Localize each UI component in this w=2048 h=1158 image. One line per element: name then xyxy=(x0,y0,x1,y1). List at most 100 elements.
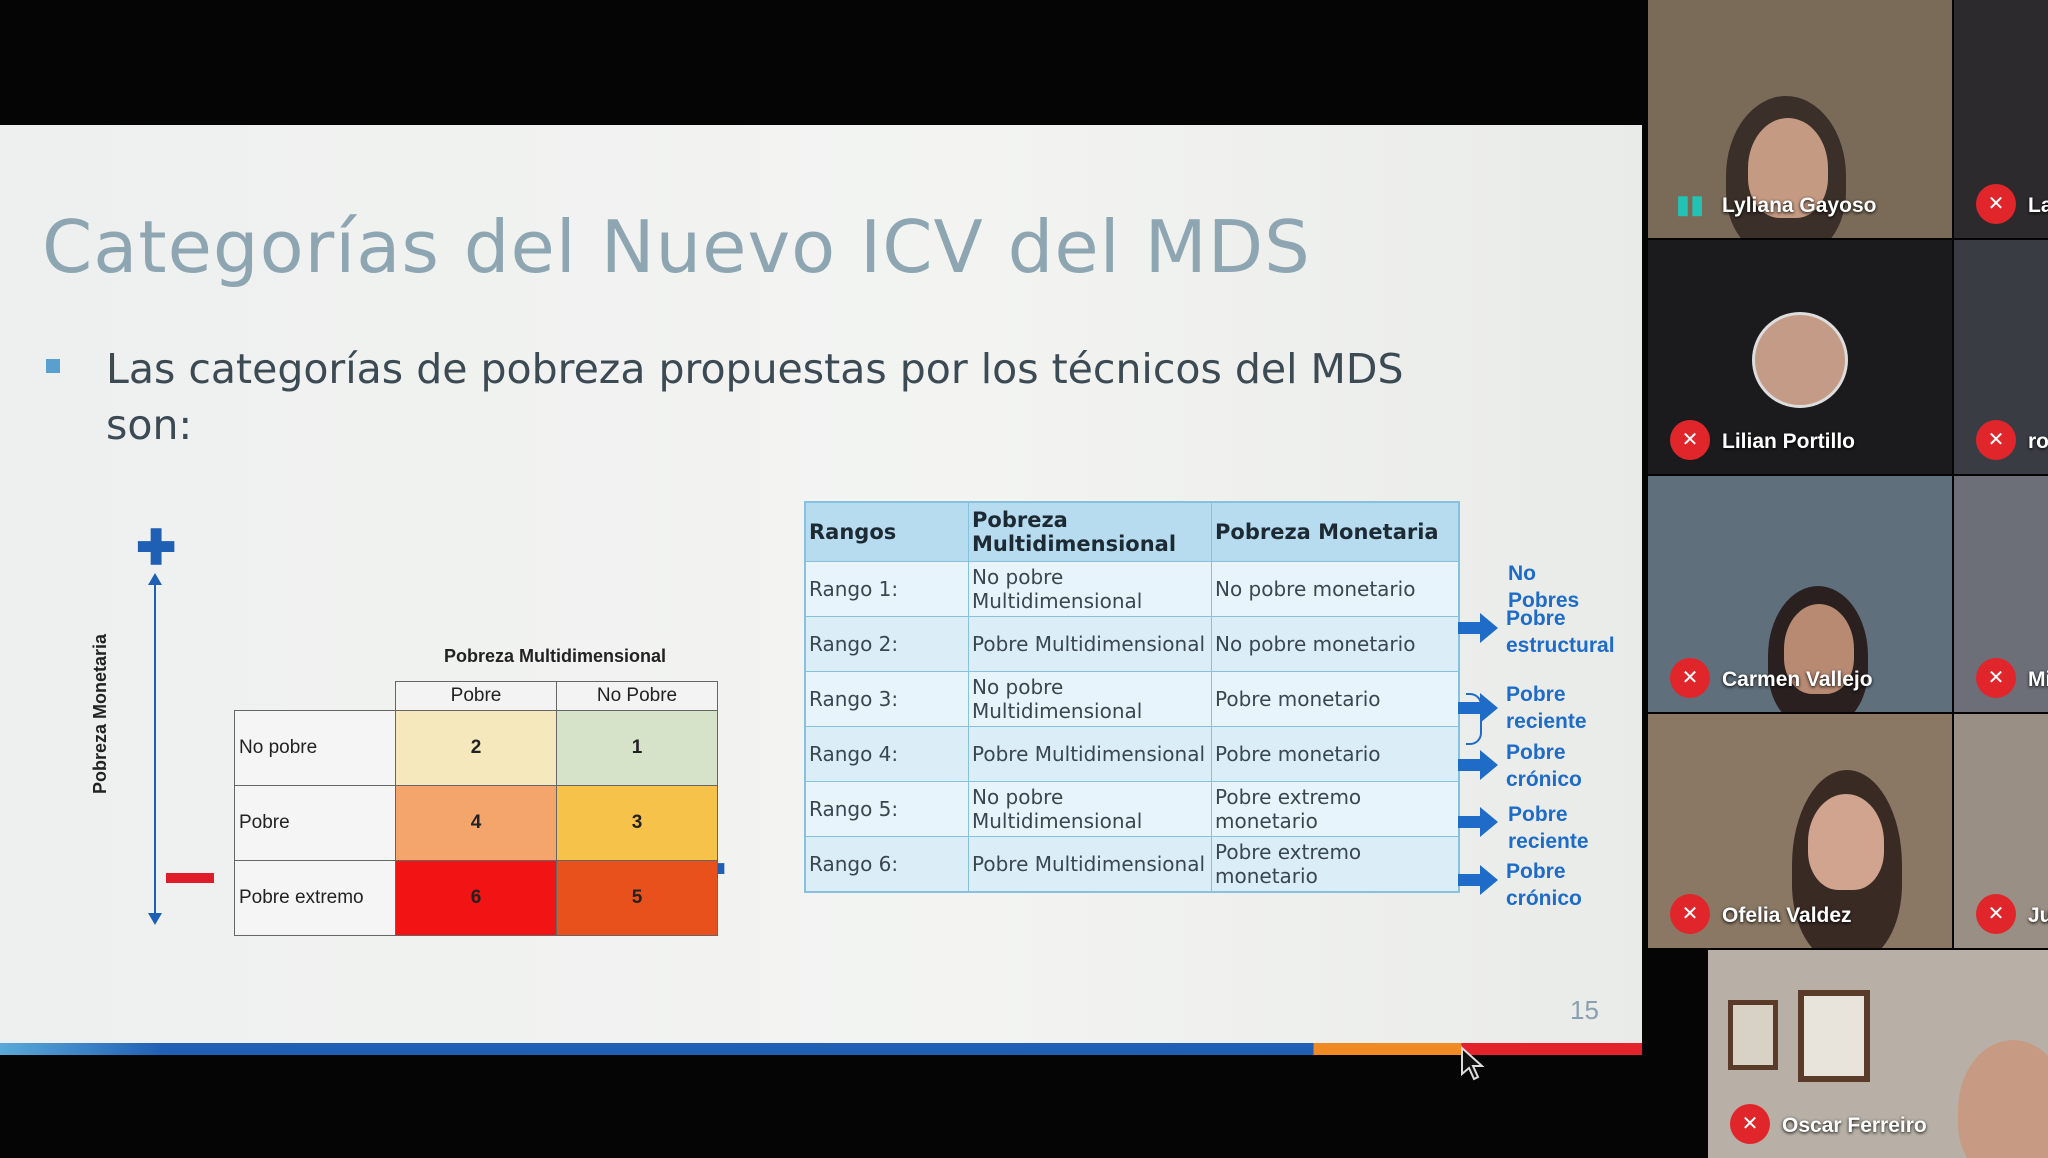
category-line: crónico xyxy=(1506,768,1582,791)
bullet-marker xyxy=(46,359,60,373)
rango-label: Rango 6: xyxy=(804,836,969,893)
rango-label: Rango 2: xyxy=(804,616,969,672)
participant-name: Oscar Ferreiro xyxy=(1782,1114,1927,1137)
rango-monetaria: Pobre extremo monetario xyxy=(1211,836,1460,893)
participant-name: rob xyxy=(2028,430,2048,453)
participant-tile[interactable]: ✕ Lilian Portillo xyxy=(1648,240,1952,474)
table-row: Rango 4: Pobre Multidimensional Pobre mone… xyxy=(804,726,1460,782)
participant-tile[interactable]: ✕ Carmen Vallejo xyxy=(1648,476,1952,712)
mic-off-icon: ✕ xyxy=(1976,420,2016,460)
category-line: Pobre xyxy=(1506,683,1566,706)
poverty-matrix: Pobre No Pobre No pobre 2 1 Pobre 4 3 Po… xyxy=(234,681,718,936)
matrix-column-header: Pobre xyxy=(395,681,557,711)
mic-off-icon: ✕ xyxy=(1670,658,1710,698)
rango-monetaria: Pobre monetario xyxy=(1211,671,1460,727)
category-label: Pobre crónico xyxy=(1506,858,1582,912)
participant-tile[interactable]: ✕ La xyxy=(1954,0,2048,238)
matrix-cell: 1 xyxy=(556,710,718,786)
matrix-cell: 2 xyxy=(395,710,557,786)
category-line: Pobre xyxy=(1506,741,1566,764)
matrix-column-header: No Pobre xyxy=(556,681,718,711)
participant-tile[interactable]: ✕ Jua xyxy=(1954,714,2048,948)
category-line: No xyxy=(1508,562,1536,585)
category-label: No Pobres xyxy=(1508,560,1579,614)
participant-name: Mir xyxy=(2028,668,2048,691)
mic-off-icon: ✕ xyxy=(1976,184,2016,224)
rango-multidim: Pobre Multidimensional xyxy=(968,616,1212,672)
mouse-cursor-icon xyxy=(1461,1046,1485,1081)
presentation-slide: Categorías del Nuevo ICV del MDS Las cat… xyxy=(0,125,1642,1055)
matrix-row-label: Pobre xyxy=(234,785,396,861)
arrow-right-icon xyxy=(1458,865,1498,895)
category-line: Pobres xyxy=(1508,589,1580,612)
category-label: Pobre reciente xyxy=(1506,681,1587,735)
slide-title: Categorías del Nuevo ICV del MDS xyxy=(42,205,1311,289)
matrix-cell: 4 xyxy=(395,785,557,861)
mic-off-icon: ✕ xyxy=(1976,658,2016,698)
bullet-text: Las categorías de pobreza propuestas por… xyxy=(106,345,1404,449)
rango-monetaria: No pobre monetario xyxy=(1211,616,1460,672)
rango-multidim: No pobre Multidimensional xyxy=(968,561,1212,617)
rango-label: Rango 1: xyxy=(804,561,969,617)
category-line: estructural xyxy=(1506,634,1615,657)
audio-wave-icon: ▮▮ xyxy=(1675,189,1705,219)
rango-monetaria: Pobre extremo monetario xyxy=(1211,781,1460,837)
slide-page-number: 15 xyxy=(1570,995,1599,1025)
arrow-right-icon xyxy=(1458,613,1498,643)
category-line: Pobre xyxy=(1506,860,1566,883)
participant-name: La xyxy=(2028,194,2048,217)
rangos-header: Pobreza Multidimensional xyxy=(968,501,1212,562)
matrix-cell: 3 xyxy=(556,785,718,861)
mic-off-icon: ✕ xyxy=(1670,894,1710,934)
table-row: Rango 3: No pobre Multidimensional Pobre m… xyxy=(804,671,1460,727)
plus-icon-top: ✚ xyxy=(136,522,177,575)
participant-tile[interactable]: ✕ Mir xyxy=(1954,476,2048,712)
category-line: crónico xyxy=(1506,887,1582,910)
rango-label: Rango 5: xyxy=(804,781,969,837)
rango-multidim: No pobre Multidimensional xyxy=(968,671,1212,727)
mic-off-icon: ✕ xyxy=(1670,420,1710,460)
participant-name: Jua xyxy=(2028,904,2048,927)
rango-monetaria: No pobre monetario xyxy=(1211,561,1460,617)
matrix-cell: 5 xyxy=(556,860,718,936)
rango-monetaria: Pobre monetario xyxy=(1211,726,1460,782)
arrow-right-icon xyxy=(1458,807,1498,837)
table-row: Rango 1: No pobre Multidimensional No pobr… xyxy=(804,561,1460,617)
rango-multidim: Pobre Multidimensional xyxy=(968,836,1212,893)
participant-tile[interactable]: ✕ rob xyxy=(1954,240,2048,474)
participant-name: Lilian Portillo xyxy=(1722,430,1856,453)
category-line: reciente xyxy=(1506,710,1587,733)
rangos-table: Rangos Pobreza Multidimensional Pobreza … xyxy=(804,501,1460,893)
matrix-row-label: No pobre xyxy=(234,710,396,786)
arrow-right-icon xyxy=(1458,693,1498,723)
arrow-right-icon xyxy=(1458,750,1498,780)
participant-tile[interactable]: ✕ Oscar Ferreiro xyxy=(1708,950,2048,1158)
participant-name: Ofelia Valdez xyxy=(1722,904,1852,927)
table-row: Rango 2: Pobre Multidimensional No pobre m… xyxy=(804,616,1460,672)
category-line: Pobre xyxy=(1506,607,1566,630)
participant-tile[interactable]: ✕ Ofelia Valdez xyxy=(1648,714,1952,948)
rangos-header: Pobreza Monetaria xyxy=(1211,501,1460,562)
participant-tile[interactable]: ▮▮ Lyliana Gayoso xyxy=(1648,0,1952,238)
matrix-row-label: Pobre extremo xyxy=(234,860,396,936)
category-line: reciente xyxy=(1508,830,1589,853)
category-label: Pobre crónico xyxy=(1506,739,1582,793)
category-label: Pobre reciente xyxy=(1508,801,1589,855)
matrix-header: Pobreza Multidimensional xyxy=(443,646,667,666)
minus-icon xyxy=(166,873,214,883)
participant-name: Carmen Vallejo xyxy=(1722,668,1873,691)
vertical-axis-arrow xyxy=(148,573,162,925)
rango-label: Rango 3: xyxy=(804,671,969,727)
table-row: Rango 6: Pobre Multidimensional Pobre extr… xyxy=(804,836,1460,893)
participant-name: Lyliana Gayoso xyxy=(1722,194,1877,217)
vertical-axis-label: Pobreza Monetaria xyxy=(90,633,110,795)
matrix-corner xyxy=(235,682,396,711)
matrix-cell: 6 xyxy=(395,860,557,936)
category-label: Pobre estructural xyxy=(1506,605,1615,659)
table-row: Rango 5: No pobre Multidimensional Pobre e… xyxy=(804,781,1460,837)
category-line: Pobre xyxy=(1508,803,1568,826)
rango-multidim: No pobre Multidimensional xyxy=(968,781,1212,837)
mic-off-icon: ✕ xyxy=(1976,894,2016,934)
mic-off-icon: ✕ xyxy=(1730,1104,1770,1144)
rango-label: Rango 4: xyxy=(804,726,969,782)
